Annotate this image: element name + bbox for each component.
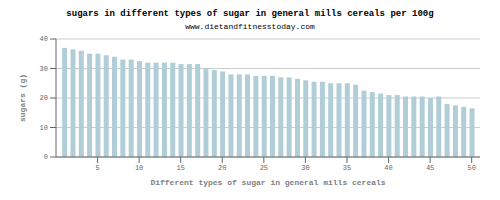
- svg-text:40: 40: [384, 164, 392, 172]
- svg-text:0: 0: [44, 153, 48, 161]
- svg-text:Different types of sugar in ge: Different types of sugar in general mill…: [150, 178, 385, 187]
- svg-text:35: 35: [343, 164, 351, 172]
- svg-text:50: 50: [467, 164, 475, 172]
- svg-text:15: 15: [177, 164, 185, 172]
- svg-text:20: 20: [40, 94, 48, 102]
- html-text:sugars in different types of s: sugars in different types of sugar in ge…: [66, 9, 434, 19]
- svg-text:10: 10: [40, 124, 48, 132]
- svg-text:10: 10: [135, 164, 143, 172]
- svg-text:30: 30: [301, 164, 309, 172]
- svg-text:sugars (g): sugars (g): [18, 74, 27, 122]
- svg-text:25: 25: [260, 164, 268, 172]
- svg-text:5: 5: [95, 164, 99, 172]
- svg-text:20: 20: [218, 164, 226, 172]
- svg-text:45: 45: [426, 164, 434, 172]
- svg-text:40: 40: [40, 35, 48, 43]
- html-text:www.dietandfitnesstoday.com: www.dietandfitnesstoday.com: [185, 22, 315, 31]
- svg-text:30: 30: [40, 65, 48, 73]
